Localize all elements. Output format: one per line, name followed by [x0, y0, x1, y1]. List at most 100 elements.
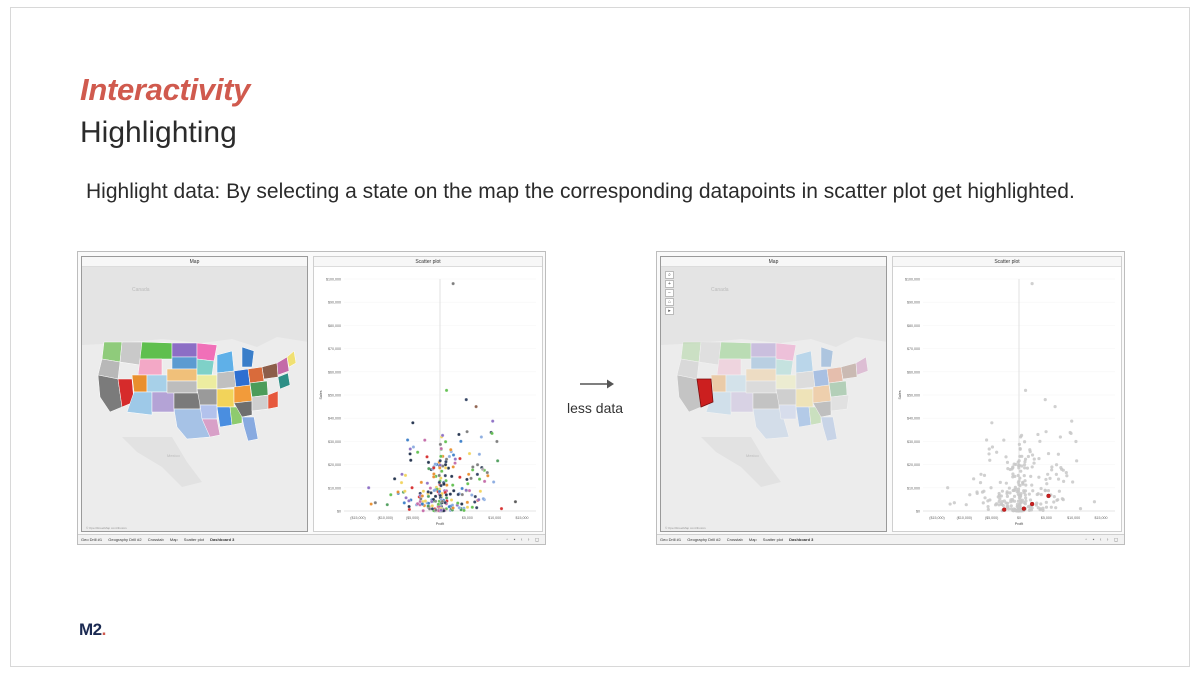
scatter-point[interactable]	[444, 493, 449, 497]
scatter-point[interactable]	[1022, 474, 1026, 478]
zoom-in-icon[interactable]: +	[665, 280, 674, 288]
scatter-point[interactable]	[1012, 494, 1017, 498]
scatter-point[interactable]	[471, 465, 475, 469]
scatter-point[interactable]	[1011, 472, 1015, 476]
zoom-out-icon[interactable]: −	[665, 289, 674, 297]
scatter-point[interactable]	[990, 445, 995, 449]
scatter-point[interactable]	[1037, 475, 1041, 479]
scatter-point[interactable]	[407, 499, 411, 503]
scatter-point[interactable]	[458, 475, 462, 479]
scatter-point[interactable]	[1048, 476, 1052, 480]
scatter-point[interactable]	[460, 492, 465, 497]
scatter-point[interactable]	[426, 504, 430, 508]
scatter-point[interactable]	[385, 502, 389, 507]
scatter-point[interactable]	[1004, 481, 1008, 485]
scatter-point[interactable]	[1035, 492, 1039, 497]
scatter-point[interactable]	[392, 477, 397, 481]
tab-geography-drill-2[interactable]: Geography Drill #2	[687, 537, 721, 542]
scatter-point[interactable]	[437, 473, 441, 478]
scatter-point[interactable]	[1005, 504, 1009, 508]
scatter-point[interactable]	[408, 447, 412, 451]
scatter-point[interactable]	[449, 498, 454, 502]
scatter-point[interactable]	[1029, 474, 1033, 478]
scatter-point[interactable]	[440, 433, 445, 438]
scatter-point[interactable]	[1038, 439, 1042, 443]
scatter-point[interactable]	[425, 455, 429, 459]
tab-scatter-plot[interactable]: Scatter plot	[762, 537, 784, 542]
scatter-point[interactable]	[460, 502, 464, 506]
scatter-point[interactable]	[403, 489, 407, 493]
scatter-point[interactable]	[432, 475, 436, 479]
scatter-point[interactable]	[1024, 496, 1028, 500]
tab-crosstab[interactable]: Crosstab	[147, 537, 164, 542]
scatter-point[interactable]	[1030, 465, 1034, 469]
scatter-point[interactable]	[420, 502, 424, 506]
scatter-point[interactable]	[1020, 464, 1024, 468]
highlighted-point[interactable]	[1029, 501, 1035, 507]
scatter-point[interactable]	[437, 489, 442, 494]
tab-dashboard-3[interactable]: Dashboard 3	[789, 537, 814, 542]
scatter-point[interactable]	[1002, 438, 1006, 442]
scatter-point[interactable]	[1018, 484, 1022, 488]
scatter-point[interactable]	[438, 493, 442, 498]
scatter-point[interactable]	[952, 501, 956, 505]
scatter-point[interactable]	[480, 467, 485, 471]
scatter-point[interactable]	[1019, 469, 1023, 473]
scatter-point[interactable]	[1046, 472, 1050, 476]
scatter-point[interactable]	[469, 476, 473, 481]
tab-map[interactable]: Map	[169, 537, 178, 542]
scatter-point[interactable]	[1035, 501, 1039, 505]
scatter-point[interactable]	[366, 486, 371, 490]
scatter-point[interactable]	[1022, 463, 1027, 467]
scatter-point[interactable]	[470, 505, 475, 510]
scatter-point[interactable]	[451, 465, 455, 469]
scatter-plot-highlighted[interactable]: $100,000 $90,000 $80,000 $70,000 $60,000 $50,…	[893, 267, 1122, 532]
scatter-point[interactable]	[1017, 493, 1021, 498]
scatter-point[interactable]	[408, 452, 412, 456]
scatter-point[interactable]	[423, 438, 427, 442]
scatter-point[interactable]	[426, 494, 431, 499]
scatter-point[interactable]	[438, 459, 442, 463]
scatter-point[interactable]	[405, 438, 410, 442]
scatter-point[interactable]	[1058, 435, 1062, 439]
scatter-point[interactable]	[1032, 457, 1036, 461]
scatter-point[interactable]	[1022, 490, 1026, 495]
scatter-point[interactable]	[1036, 432, 1040, 437]
scatter-point[interactable]	[1015, 502, 1019, 506]
scatter-point[interactable]	[443, 462, 448, 467]
scatter-point[interactable]	[445, 483, 449, 487]
scatter-point[interactable]	[1018, 476, 1022, 480]
scatter-point[interactable]	[1046, 488, 1051, 493]
scatter-point[interactable]	[481, 496, 486, 501]
scatter-point[interactable]	[464, 397, 468, 402]
scatter-point[interactable]	[464, 488, 468, 492]
state-shapes[interactable]	[97, 341, 297, 442]
scatter-point[interactable]	[1075, 459, 1079, 463]
scatter-point[interactable]	[1070, 419, 1074, 423]
scatter-point[interactable]	[1011, 475, 1015, 479]
scatter-point[interactable]	[369, 502, 373, 506]
scatter-point[interactable]	[983, 496, 987, 500]
scatter-point[interactable]	[465, 500, 470, 505]
map-search-icon[interactable]: ⌕	[665, 271, 674, 279]
scatter-point[interactable]	[466, 482, 470, 486]
scatter-point[interactable]	[444, 496, 449, 500]
scatter-point[interactable]	[975, 490, 979, 494]
scatter-point[interactable]	[1017, 463, 1021, 467]
scatter-point[interactable]	[1011, 466, 1015, 470]
scatter-point[interactable]	[1044, 505, 1049, 509]
scatter-point[interactable]	[1044, 500, 1048, 504]
scatter-point[interactable]	[982, 473, 987, 477]
scatter-point[interactable]	[1037, 456, 1041, 461]
scatter-point[interactable]	[1013, 508, 1017, 512]
scatter-point[interactable]	[459, 439, 463, 444]
scatter-point[interactable]	[428, 486, 433, 490]
scatter-point[interactable]	[473, 500, 477, 504]
scatter-point[interactable]	[1056, 477, 1061, 481]
scatter-point[interactable]	[987, 447, 991, 451]
scatter-point[interactable]	[989, 486, 993, 490]
scatter-point[interactable]	[389, 493, 393, 497]
scatter-point[interactable]	[444, 388, 449, 393]
scatter-point[interactable]	[1021, 482, 1025, 486]
scatter-point[interactable]	[451, 483, 455, 487]
